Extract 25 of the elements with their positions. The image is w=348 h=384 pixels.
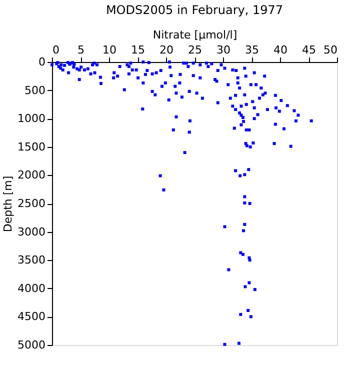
y-axis-title: Depth [m] [2, 176, 15, 232]
y-tick-label: 0 [38, 56, 46, 68]
x-tick-label: 10 [102, 44, 116, 56]
y-tick-label: 1500 [18, 140, 46, 154]
x-tick-label: 15 [131, 44, 145, 56]
x-tick-label: 25 [188, 44, 202, 56]
y-tick-label: 3000 [18, 225, 46, 238]
x-axis-title: Nitrate [µmol/l] [152, 28, 238, 42]
y-tick-label: 3500 [18, 254, 46, 267]
x-tick-label: 40 [274, 44, 288, 56]
y-tick-label: 500 [24, 84, 46, 97]
x-tick-label: 35 [245, 44, 259, 56]
chart-title: MODS2005 in February, 1977 [106, 3, 284, 17]
y-tick-label: 2000 [18, 168, 46, 182]
y-tick-label: 4000 [18, 282, 46, 295]
x-tick-label: 45 [302, 44, 316, 56]
x-tick-label: 20 [160, 44, 174, 56]
y-tick-label: 1000 [18, 112, 46, 126]
y-tick-label: 2500 [18, 197, 46, 210]
x-tick-label: 30 [216, 44, 230, 56]
x-tick-label: 5 [78, 44, 84, 56]
x-tick-label: 50 [324, 44, 338, 56]
y-tick-label: 5000 [18, 338, 46, 352]
x-tick-label: 0 [52, 44, 60, 56]
y-tick-label: 4500 [18, 310, 46, 324]
